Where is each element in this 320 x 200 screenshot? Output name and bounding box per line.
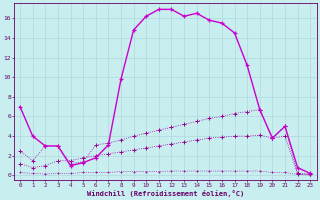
X-axis label: Windchill (Refroidissement éolien,°C): Windchill (Refroidissement éolien,°C) bbox=[86, 190, 244, 197]
